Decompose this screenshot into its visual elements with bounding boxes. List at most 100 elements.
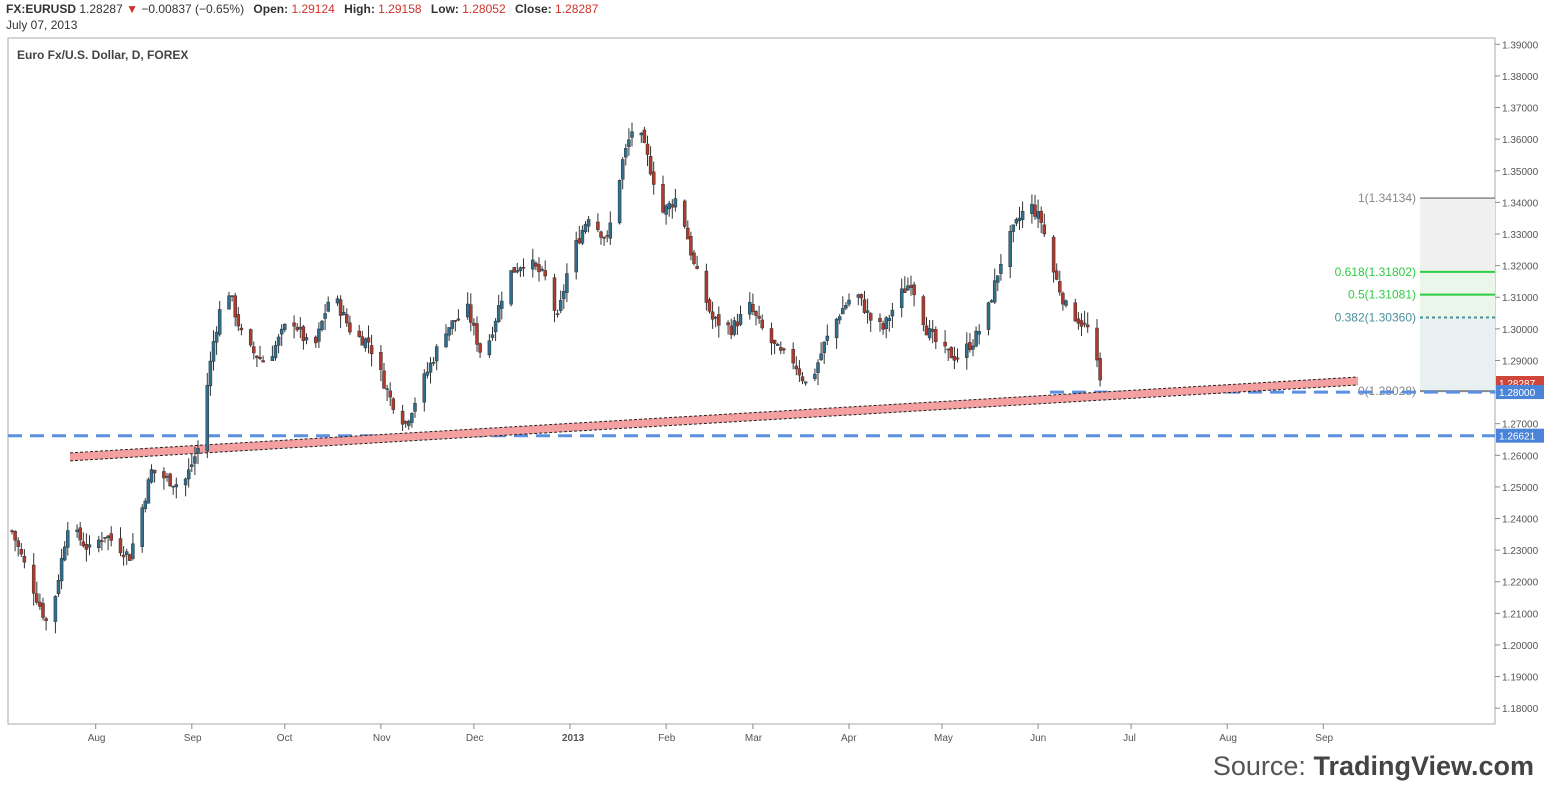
candle-body xyxy=(214,331,219,343)
candle-body xyxy=(422,373,427,403)
candle-body xyxy=(10,530,14,533)
candle-body xyxy=(726,322,730,326)
candle-body xyxy=(261,360,265,363)
candle-body xyxy=(912,284,916,296)
candle-body xyxy=(348,322,352,333)
candle-body xyxy=(56,580,61,595)
candle-body xyxy=(496,305,501,322)
candle-body xyxy=(630,131,634,138)
candle-body xyxy=(1020,211,1025,220)
candle-body xyxy=(456,318,461,321)
candle-body xyxy=(379,351,383,370)
candle-body xyxy=(360,336,365,346)
candle-body xyxy=(465,303,470,318)
candle-body xyxy=(620,159,625,180)
y-tick-label: 1.21000 xyxy=(1502,609,1539,620)
candle-body xyxy=(35,593,39,603)
candle-body xyxy=(1011,224,1016,232)
fib-zone-top xyxy=(1420,198,1495,272)
candle-body xyxy=(363,338,368,349)
candle-body xyxy=(651,171,656,185)
candle-body xyxy=(59,558,64,582)
candle-body xyxy=(531,259,535,270)
candle-body xyxy=(475,323,479,345)
candle-body xyxy=(211,341,216,362)
candle-body xyxy=(121,554,126,558)
candle-body xyxy=(444,333,448,348)
fib-label: 0.5(1.31081) xyxy=(1348,288,1416,302)
candle-body xyxy=(599,231,603,238)
y-tick-label: 1.18000 xyxy=(1502,704,1539,715)
candle-body xyxy=(682,200,687,227)
candle-body xyxy=(317,328,321,342)
candle-body xyxy=(500,300,504,309)
candle-body xyxy=(295,326,299,331)
candle-body xyxy=(617,180,622,224)
candle-body xyxy=(75,529,79,532)
candle-body xyxy=(171,485,175,488)
candle-body xyxy=(186,469,191,480)
candle-body xyxy=(146,479,151,504)
candle-body xyxy=(1079,320,1084,327)
candle-body xyxy=(751,303,755,312)
candle-body xyxy=(326,301,330,312)
candle-body xyxy=(298,326,303,330)
close-value: 1.28287 xyxy=(555,2,599,16)
candle-body xyxy=(38,601,42,607)
candle-body xyxy=(586,219,591,227)
candle-body xyxy=(844,304,848,309)
candle-body xyxy=(779,347,783,351)
candle-body xyxy=(921,296,926,326)
candle-body xyxy=(645,143,650,155)
candle-body xyxy=(878,317,882,323)
candle-body xyxy=(19,549,24,555)
candle-body xyxy=(469,304,473,323)
level-tag-2: 1.26621 xyxy=(1499,432,1536,443)
candle-body xyxy=(323,313,327,319)
close-label: Close: xyxy=(514,2,552,16)
candle-body xyxy=(862,299,867,313)
tradingview-logo: TradingView.com xyxy=(1313,751,1534,781)
candle-body xyxy=(825,335,830,341)
candle-body xyxy=(580,229,585,244)
trend-lower xyxy=(69,384,1359,462)
candle-body xyxy=(162,471,166,479)
candle-body xyxy=(543,270,547,277)
candle-body xyxy=(1082,322,1087,325)
candle-body xyxy=(193,456,197,464)
low-label: Low: xyxy=(430,2,459,16)
candle-body xyxy=(431,362,436,364)
candle-body xyxy=(1064,300,1068,306)
candle-body xyxy=(794,365,799,370)
candle-body xyxy=(748,301,752,315)
candle-body xyxy=(965,343,969,358)
x-tick-label: Jun xyxy=(1030,733,1046,744)
candle-body xyxy=(320,320,324,330)
candle-body xyxy=(304,337,309,341)
y-tick-label: 1.34000 xyxy=(1502,198,1539,209)
candle-body xyxy=(472,322,476,326)
candle-body xyxy=(648,156,653,175)
candle-body xyxy=(887,317,892,321)
candle-body xyxy=(270,356,275,361)
level-tag-1-bg xyxy=(1496,385,1544,400)
x-tick-label: May xyxy=(934,733,953,744)
candle-body xyxy=(986,302,991,330)
candle-body xyxy=(906,285,910,291)
candle-body xyxy=(183,478,188,486)
candle-body xyxy=(552,277,557,311)
y-tick-label: 1.32000 xyxy=(1502,262,1539,273)
x-tick-label: Aug xyxy=(1219,733,1237,744)
y-tick-label: 1.22000 xyxy=(1502,578,1539,589)
candle-body xyxy=(512,267,516,273)
candle-body xyxy=(124,551,129,555)
fib-zone-low xyxy=(1420,317,1495,392)
candle-body xyxy=(707,299,712,312)
symbol-name[interactable]: FX:EURUSD xyxy=(6,2,77,16)
price-change: −0.00837 (−0.65%) xyxy=(141,2,245,16)
candle-body xyxy=(227,295,231,310)
x-tick-label: Oct xyxy=(277,733,293,744)
candle-body xyxy=(689,236,693,256)
candle-body xyxy=(558,299,563,311)
